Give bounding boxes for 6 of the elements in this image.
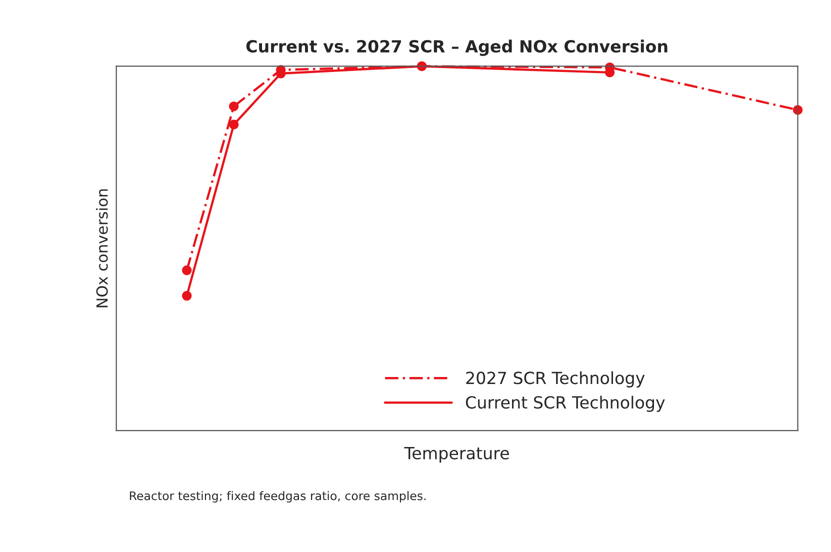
legend-label: 2027 SCR Technology bbox=[466, 371, 645, 388]
legend-label: Current SCR Technology bbox=[466, 396, 665, 412]
y-axis-title: NOx conversion bbox=[96, 189, 108, 308]
text: Reactor testing; fixed feedgas ratio, core samples. bbox=[130, 491, 426, 503]
chart-title: Current vs. 2027 SCR – Aged NOx Conversion bbox=[246, 40, 668, 56]
x-axis-title: Temperature bbox=[404, 447, 509, 463]
